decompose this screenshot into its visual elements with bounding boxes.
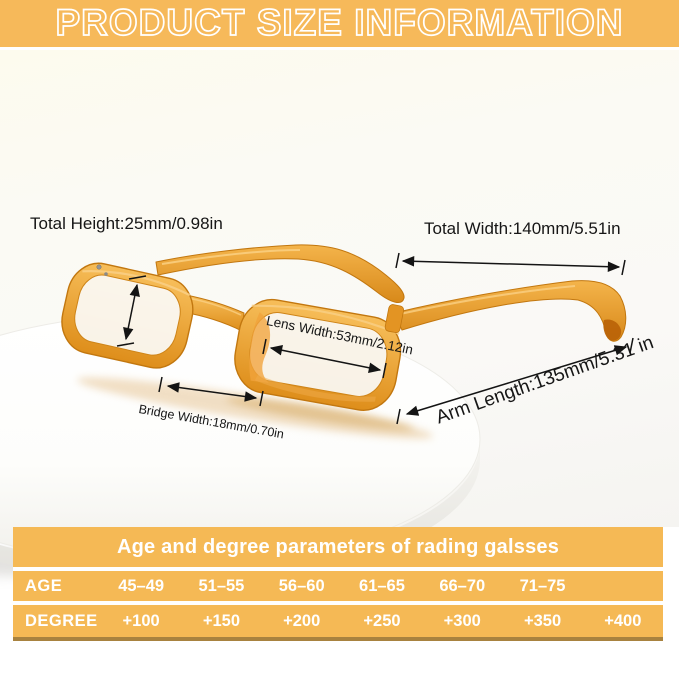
degree-cell: +300: [443, 611, 481, 630]
age-cell: 45–49: [118, 576, 165, 595]
right-lens-frame: [234, 298, 402, 411]
age-cell: 61–65: [359, 576, 405, 595]
row-label-degree: DEGREE: [25, 611, 98, 630]
degree-cell: +350: [523, 611, 562, 630]
total-width-label: Total Width:140mm/5.51in: [424, 219, 621, 238]
degree-cell: +100: [122, 611, 160, 630]
right-temple: [393, 280, 627, 342]
left-lens: [74, 274, 181, 356]
size-table: Age and degree parameters of rading gals…: [13, 527, 663, 641]
table-title: Age and degree parameters of rading gals…: [13, 527, 663, 567]
age-cell: 66–70: [439, 576, 486, 595]
right-temple-highlight: [399, 285, 576, 315]
left-lens-frame: [61, 262, 194, 369]
left-frame-highlight: [82, 270, 191, 297]
bridge: [182, 294, 245, 332]
degree-row: DEGREE +100 +150 +200 +250 +300 +350 +40…: [13, 605, 663, 637]
lens-bottom-tint: [254, 374, 376, 402]
age-cell: 56–60: [278, 576, 325, 595]
total-height-arrow: [116, 275, 147, 347]
right-hinge: [384, 304, 405, 333]
degree-cell: +150: [202, 611, 240, 630]
age-cell: 71–75: [519, 576, 566, 595]
total-width-arrow: [395, 252, 626, 276]
degree-cell: +250: [363, 611, 401, 630]
hinge-screw: [104, 272, 108, 276]
table-bottom-edge: [13, 637, 663, 641]
page-title: PRODUCT SIZE INFORMATION: [55, 2, 624, 43]
degree-cell: +400: [604, 611, 642, 630]
left-temple-highlight: [161, 249, 301, 265]
left-temple: [155, 244, 405, 304]
age-row: AGE 45–49 51–55 56–60 61–65 66–70 71–75: [13, 571, 663, 601]
bridge-highlight: [187, 297, 242, 316]
hinge-screw: [96, 264, 102, 270]
total-height-label: Total Height:25mm/0.98in: [30, 214, 223, 233]
arm-length-label: Arm Length:135mm/5.31 in: [433, 332, 657, 429]
degree-cell: +200: [283, 611, 321, 630]
left-lens-group: [61, 262, 194, 369]
row-label-age: AGE: [25, 576, 63, 595]
lens-width-label: Lens Width:53mm/2.12in: [265, 313, 415, 358]
right-lens-group: [234, 298, 402, 411]
ear-tip: [603, 319, 622, 341]
age-cell: 51–55: [198, 576, 245, 595]
header-banner: PRODUCT SIZE INFORMATION: [0, 0, 679, 50]
product-scene: Total Height:25mm/0.98in Total Width:140…: [0, 50, 679, 584]
table-divider: [13, 601, 663, 605]
bridge-width-label: Bridge Width:18mm/0.70in: [137, 402, 286, 442]
bridge-width-arrow: [158, 376, 264, 407]
